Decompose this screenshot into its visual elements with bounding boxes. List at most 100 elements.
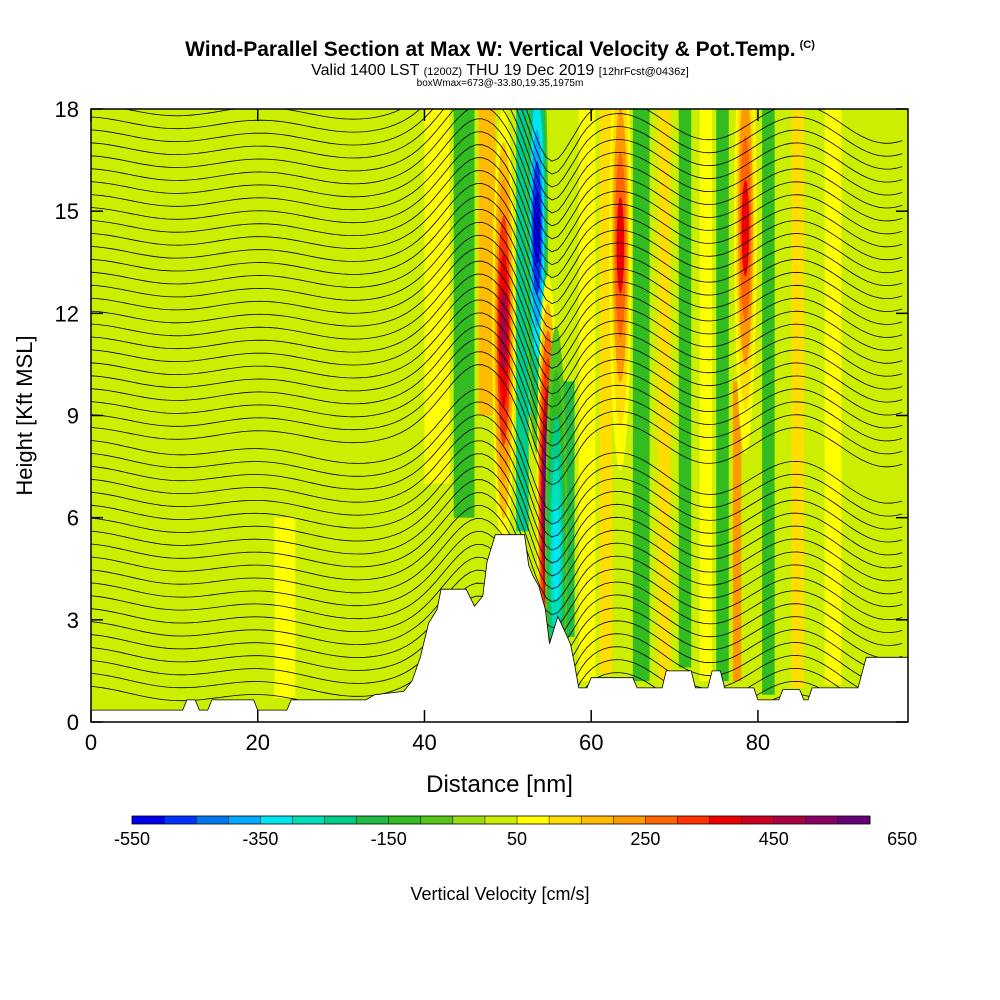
- velocity-band: [762, 109, 775, 695]
- colorbar-swatch: [517, 816, 550, 824]
- chart-subtitle: boxWmax=673@-33.80,19.35,1975m: [416, 78, 584, 89]
- theta-contour: [91, 338, 903, 460]
- theta-contour: [91, 234, 903, 356]
- velocity-band: [716, 109, 729, 682]
- theta-contour: [91, 492, 903, 616]
- theta-contour: [91, 325, 903, 447]
- vertical-velocity-field: [91, 109, 908, 722]
- velocity-band: [274, 517, 296, 699]
- theta-contour: [91, 299, 903, 421]
- x-tick-label: 20: [245, 730, 269, 755]
- theta-contour: [91, 183, 903, 305]
- copyright-mark: (C): [799, 39, 815, 51]
- colorbar-swatch: [164, 816, 197, 824]
- w-feature-level: [552, 503, 561, 600]
- theta-contour: [91, 109, 903, 201]
- potential-temperature-contours: [91, 109, 903, 722]
- colorbar-swatch: [260, 816, 293, 824]
- theta-contour: [91, 388, 903, 512]
- colorbar-swatch: [581, 816, 614, 824]
- x-tick-label: 80: [746, 730, 770, 755]
- w-feature: [734, 109, 757, 454]
- x-axis-label: Distance [nm]: [426, 771, 573, 798]
- y-tick-label: 15: [55, 199, 79, 224]
- colorbar-swatch: [709, 816, 743, 824]
- theta-contour: [91, 109, 903, 175]
- axes: 0 20 40 60 80 0 3 6 9 12 15 18 Distance [nm] Height […: [12, 97, 908, 798]
- velocity-band: [699, 109, 713, 682]
- theta-contour: [91, 131, 903, 253]
- y-tick-label: 12: [55, 301, 79, 326]
- y-tick-label: 18: [55, 97, 79, 122]
- theta-contour: [91, 427, 903, 551]
- colorbar-swatch: [741, 816, 775, 824]
- y-tick-label: 9: [67, 404, 79, 429]
- colorbar-swatch: [356, 816, 390, 824]
- chart-valid-time: Valid 1400 LST (1200Z) THU 19 Dec 2019 […: [311, 62, 689, 79]
- colorbar-swatch: [677, 816, 711, 824]
- w-feature-level: [741, 179, 750, 277]
- theta-contour: [91, 208, 903, 330]
- colorbar: -550 -350 -150 50 250 450 650: [114, 815, 917, 849]
- velocity-band: [824, 109, 842, 685]
- colorbar-swatch: [388, 816, 422, 824]
- velocity-band: [107, 109, 158, 705]
- velocity-band: [791, 109, 804, 688]
- colorbar-tick-label: -550: [114, 829, 150, 849]
- x-tick-label: 40: [412, 730, 436, 755]
- w-feature: [609, 109, 632, 471]
- y-axis-label: Height [Kft MSL]: [12, 335, 37, 495]
- w-feature-level: [616, 196, 625, 294]
- theta-contour: [91, 466, 903, 590]
- theta-contour: [91, 364, 903, 486]
- theta-contour: [91, 170, 903, 292]
- colorbar-tick-label: 650: [887, 829, 917, 849]
- colorbar-swatch: [805, 816, 839, 824]
- colorbar-swatch: [324, 816, 358, 824]
- colorbar-swatch: [132, 816, 165, 824]
- colorbar-tick-label: 250: [630, 829, 660, 849]
- theta-contour: [91, 479, 903, 603]
- theta-contour: [91, 414, 903, 538]
- theta-contour: [91, 351, 903, 473]
- y-tick-label: 0: [67, 710, 79, 735]
- theta-contour: [91, 505, 903, 629]
- theta-contour: [123, 109, 903, 162]
- theta-contour: [91, 312, 903, 434]
- colorbar-swatch: [228, 816, 261, 824]
- theta-contour: [91, 440, 903, 564]
- theta-contour: [91, 144, 903, 266]
- colorbar-swatch: [773, 816, 807, 824]
- colorbar-swatch: [420, 816, 454, 824]
- theta-contour: [91, 401, 903, 525]
- y-tick-label: 6: [67, 506, 79, 531]
- velocity-band: [516, 109, 529, 532]
- colorbar-label: Vertical Velocity [cm/s]: [410, 884, 590, 904]
- colorbar-swatch: [292, 816, 326, 824]
- velocity-band: [632, 109, 650, 682]
- colorbar-frame: [131, 815, 871, 825]
- velocity-band: [578, 109, 596, 682]
- colorbar-swatch: [837, 816, 871, 824]
- colorbar-swatch: [645, 816, 678, 824]
- theta-contour: [91, 453, 903, 577]
- theta-contour: [91, 109, 903, 214]
- theta-contour: [91, 118, 903, 240]
- theta-contour: [91, 157, 903, 279]
- colorbar-swatch: [484, 816, 518, 824]
- colorbar-tick-label: -350: [242, 829, 278, 849]
- velocity-band: [874, 109, 900, 654]
- colorbar-tick-label: 50: [507, 829, 527, 849]
- x-tick-label: 0: [85, 730, 97, 755]
- theta-contour: [91, 260, 903, 382]
- theta-contour: [91, 247, 903, 369]
- theta-contour: [91, 109, 903, 188]
- x-tick-label: 60: [579, 730, 603, 755]
- colorbar-tick-label: -150: [371, 829, 407, 849]
- colorbar-swatch: [452, 816, 486, 824]
- chart-title: Wind-Parallel Section at Max W: Vertical…: [185, 38, 815, 61]
- colorbar-swatch: [549, 816, 582, 824]
- theta-contour: [91, 221, 903, 343]
- velocity-band: [453, 109, 475, 518]
